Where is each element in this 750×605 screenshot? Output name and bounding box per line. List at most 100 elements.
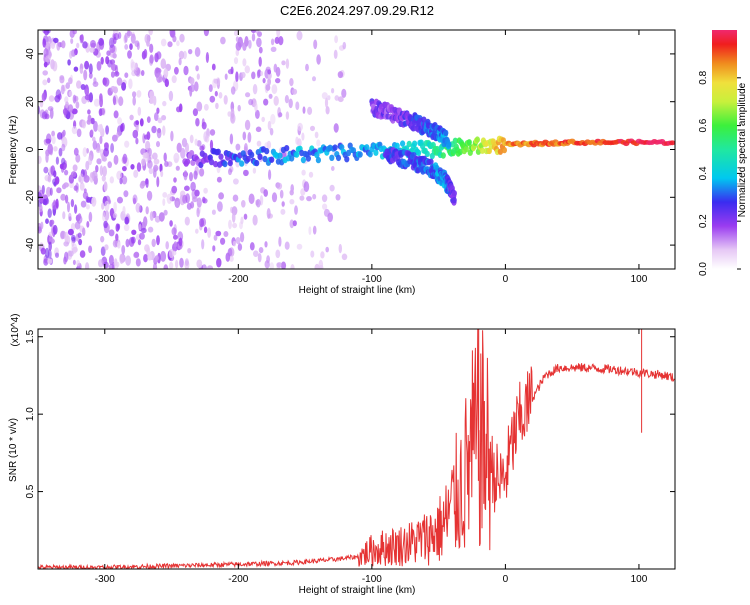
noise-speckle [314, 263, 320, 269]
noise-speckle [145, 140, 151, 151]
trace-cell [213, 160, 219, 168]
noise-speckle [316, 139, 321, 147]
noise-speckle [84, 60, 90, 70]
noise-speckle [140, 227, 147, 234]
noise-speckle [149, 96, 155, 104]
noise-speckle [232, 194, 239, 202]
noise-speckle [276, 30, 281, 38]
noise-speckle [196, 207, 200, 218]
noise-speckle [99, 96, 103, 108]
noise-speckle [176, 40, 180, 47]
noise-speckle [296, 243, 303, 250]
noise-speckle [45, 218, 49, 224]
trace-cell [364, 144, 370, 151]
noise-speckle [42, 79, 48, 86]
noise-speckle [154, 112, 159, 121]
noise-speckle [154, 255, 159, 261]
noise-speckle [162, 198, 166, 206]
noise-speckle [209, 129, 216, 136]
noise-speckle [244, 38, 249, 46]
noise-speckle [244, 119, 251, 131]
noise-speckle [273, 95, 279, 106]
trace-cell [289, 155, 295, 162]
noise-speckle [308, 226, 312, 236]
noise-speckle [168, 90, 174, 102]
noise-speckle [135, 258, 141, 267]
noise-speckle [241, 200, 246, 208]
noise-speckle [169, 220, 173, 227]
noise-speckle [122, 206, 126, 215]
trace-cell [239, 160, 245, 167]
noise-speckle [69, 50, 73, 59]
snr-annotations [478, 329, 643, 438]
noise-speckle [143, 48, 148, 59]
noise-speckle [175, 259, 179, 269]
noise-speckle [271, 84, 278, 95]
colorbar-tick-label: 0.8 [698, 70, 709, 84]
noise-speckle [178, 57, 182, 66]
noise-speckle [263, 98, 269, 106]
noise-speckle [167, 41, 173, 48]
noise-speckle [126, 30, 133, 37]
noise-speckle [117, 32, 122, 39]
trace-cell [466, 139, 472, 146]
noise-speckle [182, 50, 187, 60]
noise-speckle [337, 96, 344, 103]
noise-speckle [47, 175, 52, 183]
noise-speckle [85, 262, 90, 269]
noise-speckle [189, 77, 195, 85]
noise-speckle [113, 154, 119, 165]
noise-speckle [45, 55, 51, 63]
noise-speckle [95, 147, 101, 154]
noise-speckle [47, 77, 51, 84]
noise-speckle [289, 189, 294, 196]
noise-speckle [113, 110, 119, 119]
noise-speckle [112, 95, 117, 106]
noise-speckle [212, 78, 218, 89]
noise-speckle [109, 59, 116, 65]
noise-speckle [102, 156, 107, 162]
noise-speckle [122, 166, 127, 172]
noise-speckle [268, 169, 272, 180]
noise-speckle [196, 259, 203, 269]
noise-speckle [308, 171, 314, 178]
noise-speckle [65, 194, 69, 204]
noise-speckle [270, 113, 276, 125]
noise-speckle [289, 78, 294, 87]
noise-speckle [68, 212, 72, 221]
noise-speckle [179, 257, 184, 268]
noise-speckle [55, 198, 59, 209]
noise-speckle [281, 201, 285, 207]
noise-speckle [233, 57, 239, 65]
noise-speckle [42, 194, 48, 200]
noise-speckle [84, 94, 91, 101]
noise-speckle [82, 147, 88, 158]
noise-speckle [194, 81, 199, 92]
noise-speckle [88, 72, 93, 79]
noise-speckle [251, 33, 256, 42]
noise-speckle [97, 124, 104, 133]
noise-speckle [160, 38, 167, 47]
noise-speckle [235, 36, 239, 43]
noise-speckle [145, 178, 149, 189]
noise-speckle [39, 195, 44, 203]
noise-speckle [76, 80, 82, 89]
noise-speckle [220, 36, 226, 45]
noise-speckle [104, 244, 109, 251]
noise-speckle [41, 92, 46, 102]
noise-speckle [173, 152, 180, 163]
noise-speckle [133, 252, 140, 259]
noise-speckle [232, 240, 236, 247]
noise-speckle [133, 169, 139, 178]
noise-speckle [65, 101, 69, 108]
noise-speckle [290, 264, 295, 269]
noise-speckle [115, 233, 119, 242]
noise-speckle [104, 142, 109, 149]
noise-speckle [48, 241, 52, 251]
noise-speckle [79, 68, 84, 74]
trace-cell [669, 140, 675, 146]
noise-speckle [78, 173, 84, 184]
noise-speckle [151, 238, 156, 248]
noise-speckle [204, 30, 208, 36]
noise-speckle [215, 77, 221, 86]
